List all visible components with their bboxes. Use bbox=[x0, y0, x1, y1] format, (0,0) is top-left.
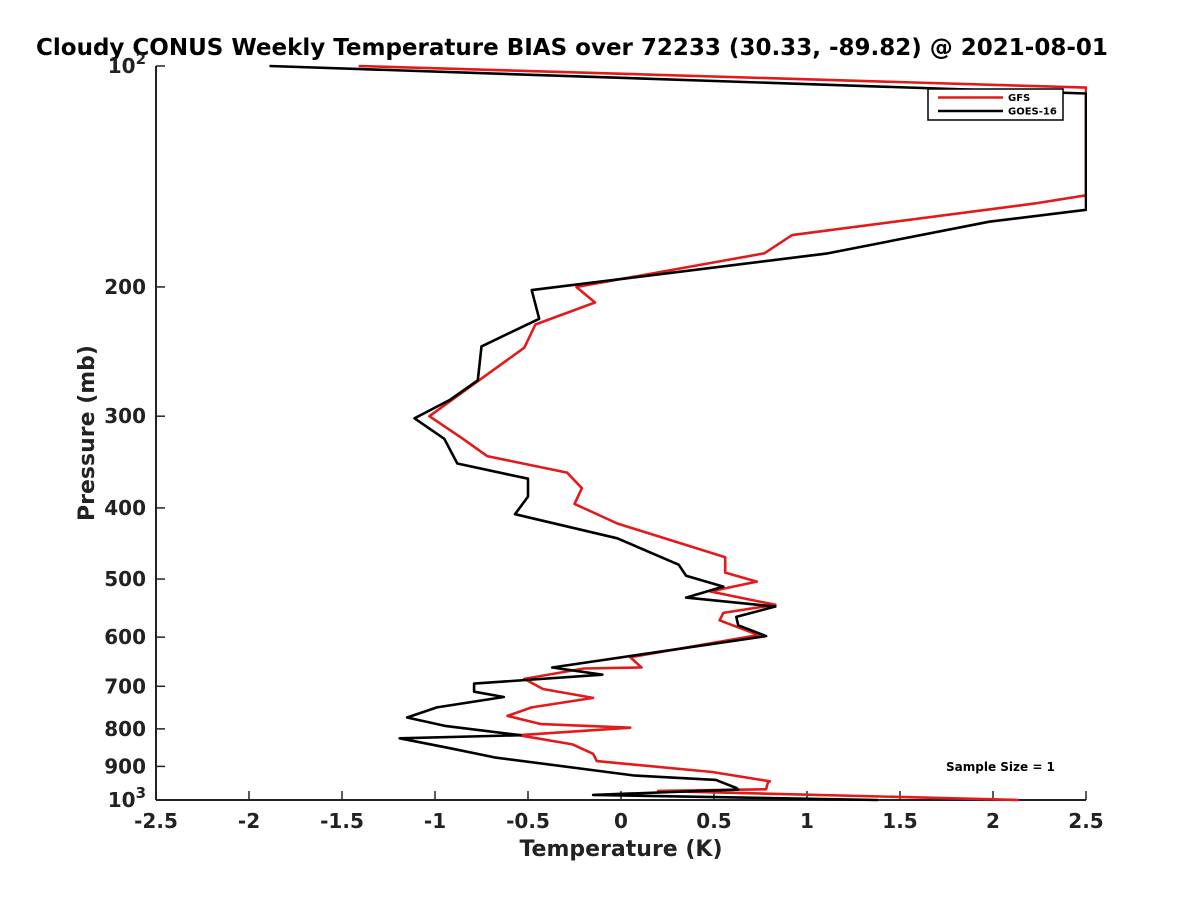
y-tick-label: 200 bbox=[104, 275, 146, 299]
x-tick-label: 2.5 bbox=[1068, 809, 1103, 833]
y-tick-label: 400 bbox=[104, 496, 146, 520]
series-group bbox=[269, 64, 1087, 802]
x-tick-label: 0 bbox=[614, 809, 628, 833]
y-tick-label-base: 10 bbox=[108, 788, 136, 812]
sample-size-annotation: Sample Size = 1 bbox=[946, 760, 1055, 774]
y-tick-label: 800 bbox=[104, 717, 146, 741]
axes bbox=[155, 66, 1086, 801]
chart-title: Cloudy CONUS Weekly Temperature BIAS ove… bbox=[36, 35, 1108, 61]
series-line-gfs bbox=[358, 64, 1087, 802]
x-tick-label: -2.5 bbox=[134, 809, 178, 833]
y-tick-label-exponent: 3 bbox=[136, 784, 146, 802]
legend-label-goes-16: GOES-16 bbox=[1008, 107, 1057, 118]
y-tick-label-base: 10 bbox=[108, 54, 136, 78]
x-tick-label: -2 bbox=[238, 809, 260, 833]
x-tick-label: 2 bbox=[986, 809, 1000, 833]
x-tick-label: 1.5 bbox=[882, 809, 917, 833]
y-tick-label: 103 bbox=[108, 784, 146, 812]
y-tick-label: 700 bbox=[104, 674, 146, 698]
x-tick-label: -0.5 bbox=[506, 809, 550, 833]
y-tick-label: 300 bbox=[104, 404, 146, 428]
x-tick-label: 1 bbox=[800, 809, 814, 833]
y-tick-label: 600 bbox=[104, 625, 146, 649]
y-tick-label-exponent: 2 bbox=[136, 50, 146, 68]
y-tick-label: 102 bbox=[108, 50, 146, 78]
y-axis-title: Pressure (mb) bbox=[75, 345, 100, 521]
y-tick-label: 500 bbox=[104, 567, 146, 591]
legend-box bbox=[927, 88, 1064, 121]
x-tick-label: 0.5 bbox=[696, 809, 731, 833]
x-tick-label: -1 bbox=[424, 809, 446, 833]
legend-label-gfs: GFS bbox=[1008, 93, 1030, 104]
x-axis-title: Temperature (K) bbox=[519, 837, 722, 862]
legend: GFS GOES-16 bbox=[927, 88, 1064, 121]
x-tick-label: -1.5 bbox=[320, 809, 364, 833]
series-line-goes-16 bbox=[269, 64, 1087, 802]
y-tick-label: 900 bbox=[104, 754, 146, 778]
